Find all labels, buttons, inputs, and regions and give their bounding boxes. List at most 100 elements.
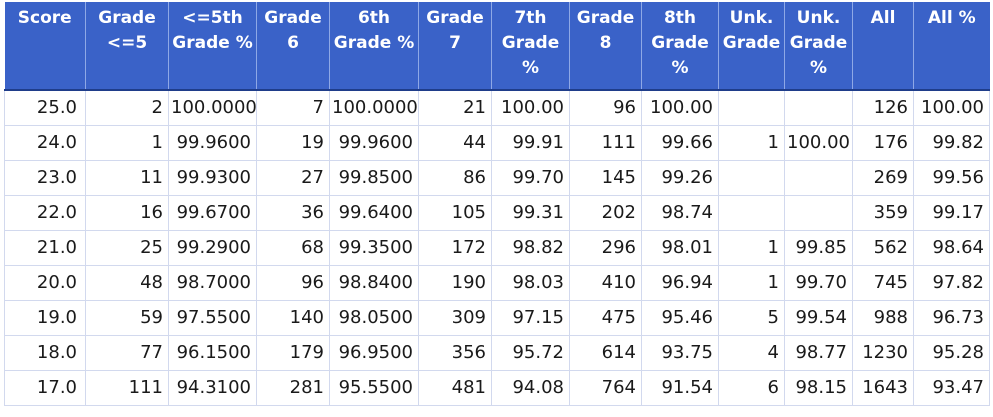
table-cell: 99.70 <box>491 160 570 196</box>
table-cell: 99.66 <box>641 125 719 161</box>
score-cell: 23.0 <box>4 160 86 196</box>
table-cell: 410 <box>569 265 642 301</box>
table-cell: 98.0500 <box>329 300 419 336</box>
table-cell: 48 <box>85 265 169 301</box>
table-cell: 111 <box>569 125 642 161</box>
table-cell: 1230 <box>852 335 914 371</box>
table-cell: 176 <box>852 125 914 161</box>
table-cell: 98.03 <box>491 265 570 301</box>
table-cell: 99.70 <box>784 265 853 301</box>
score-cell: 24.0 <box>4 125 86 161</box>
table-cell: 1 <box>85 125 169 161</box>
table-cell: 16 <box>85 195 169 231</box>
table-row: 19.0 59 97.5500 140 98.0500 309 97.15 475 95.46 5… <box>4 300 990 336</box>
table-cell: 99.85 <box>784 230 853 266</box>
table-row: 21.0 25 99.2900 68 99.3500 172 98.82 296 98.01 1 9… <box>4 230 990 266</box>
table-cell: 6 <box>718 370 785 406</box>
table-cell: 359 <box>852 195 914 231</box>
table-cell: 1643 <box>852 370 914 406</box>
table-cell: 93.47 <box>913 370 990 406</box>
table-cell: 562 <box>852 230 914 266</box>
column-header: Grade 7 <box>418 2 492 90</box>
table-cell: 86 <box>418 160 492 196</box>
table-cell: 99.9600 <box>329 125 419 161</box>
table-body: 25.0 2 100.0000 7 100.0000 21 100.00 96 100.00 12… <box>4 90 990 406</box>
column-header: 7th Grade % <box>491 2 570 90</box>
table-cell: 25 <box>85 230 169 266</box>
table-cell: 5 <box>718 300 785 336</box>
table-row: 25.0 2 100.0000 7 100.0000 21 100.00 96 100.00 12… <box>4 90 990 126</box>
table-cell: 95.28 <box>913 335 990 371</box>
table-cell: 98.82 <box>491 230 570 266</box>
table-cell: 988 <box>852 300 914 336</box>
table-cell: 97.82 <box>913 265 990 301</box>
column-header: 6th Grade % <box>329 2 419 90</box>
score-distribution-table: Score Grade <=5 <=5th Grade % Grade 6 6th Gr… <box>4 2 990 406</box>
table-cell: 309 <box>418 300 492 336</box>
table-cell: 98.7000 <box>168 265 257 301</box>
table-cell: 100.00 <box>491 90 570 126</box>
table-cell: 27 <box>256 160 330 196</box>
table-row: 18.0 77 96.1500 179 96.9500 356 95.72 614 93.75 4… <box>4 335 990 371</box>
score-distribution-table-wrapper: Score Grade <=5 <=5th Grade % Grade 6 6th Gr… <box>4 2 990 406</box>
score-cell: 21.0 <box>4 230 86 266</box>
table-row: 22.0 16 99.6700 36 99.6400 105 99.31 202 98.74 35… <box>4 195 990 231</box>
table-cell: 99.31 <box>491 195 570 231</box>
table-cell: 96 <box>569 90 642 126</box>
column-header: Unk. Grade <box>718 2 785 90</box>
table-cell: 281 <box>256 370 330 406</box>
table-cell: 98.64 <box>913 230 990 266</box>
table-cell: 94.3100 <box>168 370 257 406</box>
table-cell: 96.1500 <box>168 335 257 371</box>
table-cell: 269 <box>852 160 914 196</box>
score-cell: 25.0 <box>4 90 86 126</box>
table-cell: 481 <box>418 370 492 406</box>
table-header: Score Grade <=5 <=5th Grade % Grade 6 6th Gr… <box>4 2 990 90</box>
score-cell: 17.0 <box>4 370 86 406</box>
table-cell: 21 <box>418 90 492 126</box>
column-header: Grade 6 <box>256 2 330 90</box>
table-cell: 111 <box>85 370 169 406</box>
table-cell: 99.82 <box>913 125 990 161</box>
table-cell: 145 <box>569 160 642 196</box>
table-cell: 99.6400 <box>329 195 419 231</box>
table-cell: 99.56 <box>913 160 990 196</box>
table-cell: 98.8400 <box>329 265 419 301</box>
table-cell: 97.5500 <box>168 300 257 336</box>
table-cell: 100.00 <box>784 125 853 161</box>
table-cell: 99.26 <box>641 160 719 196</box>
table-cell: 36 <box>256 195 330 231</box>
table-cell: 96 <box>256 265 330 301</box>
column-header: Unk. Grade % <box>784 2 853 90</box>
table-cell: 95.72 <box>491 335 570 371</box>
score-cell: 22.0 <box>4 195 86 231</box>
table-cell: 475 <box>569 300 642 336</box>
table-cell: 99.17 <box>913 195 990 231</box>
table-cell: 96.9500 <box>329 335 419 371</box>
table-cell: 190 <box>418 265 492 301</box>
column-header: Score <box>4 2 86 90</box>
table-cell: 95.5500 <box>329 370 419 406</box>
table-cell: 99.8500 <box>329 160 419 196</box>
column-header: Grade <=5 <box>85 2 169 90</box>
table-cell: 59 <box>85 300 169 336</box>
table-cell <box>718 90 785 126</box>
table-row: 20.0 48 98.7000 96 98.8400 190 98.03 410 96.94 1 9… <box>4 265 990 301</box>
table-cell: 4 <box>718 335 785 371</box>
table-cell: 126 <box>852 90 914 126</box>
table-cell: 97.15 <box>491 300 570 336</box>
column-header: 8th Grade % <box>641 2 719 90</box>
table-cell: 99.3500 <box>329 230 419 266</box>
table-cell: 68 <box>256 230 330 266</box>
table-cell: 7 <box>256 90 330 126</box>
table-cell: 140 <box>256 300 330 336</box>
table-cell: 100.0000 <box>168 90 257 126</box>
column-header: Grade 8 <box>569 2 642 90</box>
table-cell: 179 <box>256 335 330 371</box>
table-cell: 93.75 <box>641 335 719 371</box>
score-cell: 18.0 <box>4 335 86 371</box>
table-cell: 99.9300 <box>168 160 257 196</box>
table-cell: 98.77 <box>784 335 853 371</box>
table-row: 24.0 1 99.9600 19 99.9600 44 99.91 111 99.66 1 100… <box>4 125 990 161</box>
table-cell: 614 <box>569 335 642 371</box>
